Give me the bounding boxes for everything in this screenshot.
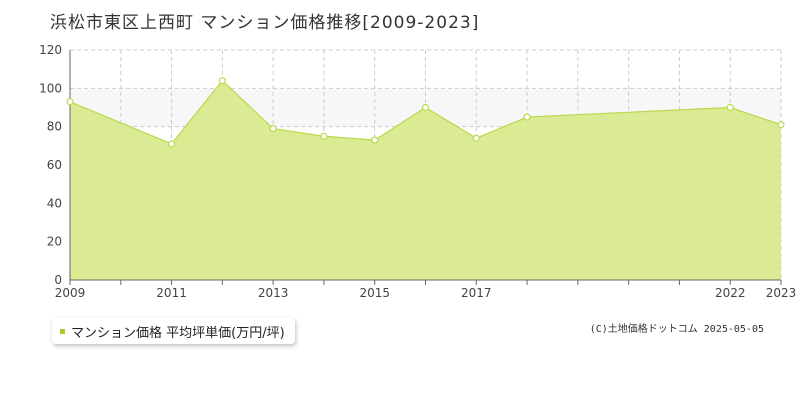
credit-text: (C)土地価格ドットコム 2025-05-05 bbox=[589, 324, 764, 335]
data-point bbox=[726, 103, 734, 112]
y-tick-label: 60 bbox=[47, 158, 62, 172]
y-tick-label: 120 bbox=[39, 43, 62, 57]
x-tick-label: 2015 bbox=[359, 286, 390, 300]
legend-swatch-icon bbox=[60, 328, 65, 334]
x-tick-label: 2009 bbox=[55, 286, 86, 300]
data-point bbox=[421, 103, 430, 112]
data-point bbox=[472, 134, 480, 142]
y-tick-label: 0 bbox=[54, 273, 62, 287]
data-point bbox=[523, 113, 531, 121]
data-point bbox=[66, 98, 74, 106]
x-tick-label: 2023 bbox=[766, 286, 797, 300]
y-tick-label: 40 bbox=[47, 196, 62, 210]
data-point bbox=[269, 124, 277, 133]
legend-label: マンション価格 平均坪単価(万円/坪) bbox=[71, 325, 285, 341]
x-tick-label: 2022 bbox=[715, 286, 746, 300]
legend: マンション価格 平均坪単価(万円/坪) bbox=[52, 318, 295, 344]
data-point bbox=[167, 140, 176, 148]
y-tick-label: 80 bbox=[47, 120, 62, 134]
x-tick-label: 2017 bbox=[461, 286, 492, 300]
x-tick-label: 2013 bbox=[258, 286, 289, 300]
y-tick-label: 20 bbox=[47, 235, 62, 249]
data-point bbox=[320, 132, 328, 140]
data-point bbox=[218, 77, 226, 85]
data-point bbox=[371, 136, 379, 144]
x-tick-label: 2011 bbox=[156, 286, 187, 300]
series-area bbox=[70, 80, 781, 281]
chart-title: 浜松市東区上西町 マンション価格推移[2009-2023] bbox=[50, 13, 480, 33]
data-point bbox=[777, 121, 785, 129]
y-tick-label: 100 bbox=[39, 81, 62, 95]
